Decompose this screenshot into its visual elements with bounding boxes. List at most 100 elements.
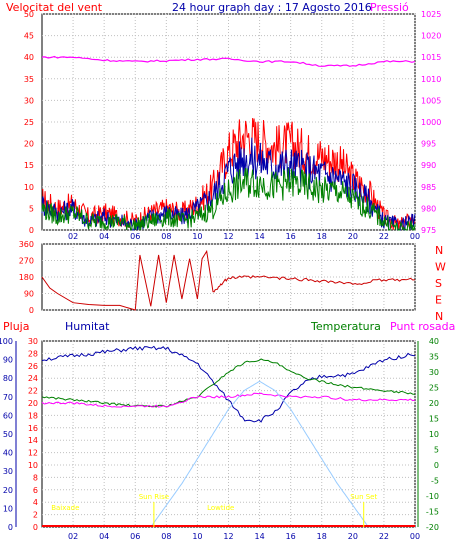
compass-label: W (435, 261, 446, 274)
wind-pressure-panel: 0510152025303540455097598098599099510001… (24, 10, 442, 241)
x-tick-label: 20 (348, 532, 358, 541)
humidity-tick-label: 30 (3, 467, 13, 476)
rain-tick-label: 30 (28, 337, 38, 346)
left-tick-label: 30 (24, 96, 34, 105)
temp-tick-label: 20 (429, 399, 439, 408)
annotation-label: Baixade (51, 504, 79, 512)
rain-tick-label: 20 (28, 399, 38, 408)
x-tick-label: 00 (410, 532, 420, 541)
panel-series (41, 55, 416, 231)
series-line-sky (150, 380, 369, 528)
right-tick-label: 1005 (421, 96, 441, 105)
direction-tick-label: 270 (19, 257, 34, 266)
left-tick-label: 0 (29, 226, 34, 235)
temp-tick-label: -15 (426, 508, 439, 517)
right-tick-label: 985 (421, 183, 436, 192)
x-tick-label: 06 (130, 232, 140, 241)
left-tick-label: 15 (24, 161, 34, 170)
temp-tick-label: 40 (429, 337, 439, 346)
x-tick-label: 04 (99, 532, 109, 541)
compass-label: N (435, 310, 443, 323)
right-tick-label: 1020 (421, 32, 441, 41)
left-tick-label: 40 (24, 53, 34, 62)
series-line-green (41, 358, 416, 408)
temp-tick-label: 35 (429, 353, 439, 362)
humidity-tick-label: 50 (3, 430, 13, 439)
left-tick-label: 10 (24, 183, 34, 192)
temp-tick-label: 30 (429, 368, 439, 377)
x-tick-label: 00 (410, 232, 420, 241)
x-tick-label: 14 (254, 232, 264, 241)
temperature-label: Temperatura (310, 320, 381, 333)
rain-tick-label: 8 (33, 473, 38, 482)
series-line-blue (41, 345, 416, 423)
temp-humidity-panel: 0102030405060708090100024681012141618202… (0, 337, 439, 541)
x-tick-label: 14 (254, 532, 264, 541)
panel-annotations: Baixade Sun Rise Lowtide Sun Set (51, 493, 377, 527)
x-tick-label: 02 (68, 532, 78, 541)
right-tick-label: 980 (421, 204, 436, 213)
rain-tick-label: 26 (28, 362, 38, 371)
rain-tick-label: 10 (28, 461, 38, 470)
x-tick-label: 08 (161, 232, 171, 241)
humidity-tick-label: 90 (3, 356, 13, 365)
x-tick-label: 02 (68, 232, 78, 241)
series-line-green (41, 167, 416, 231)
x-tick-label: 08 (161, 532, 171, 541)
direction-tick-label: 360 (19, 240, 34, 249)
temp-tick-label: 0 (434, 461, 439, 470)
direction-tick-label: 90 (24, 290, 34, 299)
humidity-tick-label: 60 (3, 411, 13, 420)
humidity-label: Humitat (65, 320, 110, 333)
panel-series (41, 249, 416, 311)
rain-tick-label: 14 (28, 436, 38, 445)
right-tick-label: 975 (421, 226, 436, 235)
panel-ticks: 0510152025303540455097598098599099510001… (24, 10, 442, 241)
left-tick-label: 20 (24, 140, 34, 149)
x-tick-label: 06 (130, 532, 140, 541)
rain-tick-label: 24 (28, 374, 38, 383)
temp-tick-label: -5 (431, 477, 439, 486)
x-tick-label: 22 (379, 232, 389, 241)
right-tick-label: 1010 (421, 75, 441, 84)
direction-tick-label: 0 (29, 306, 34, 315)
humidity-tick-label: 70 (3, 393, 13, 402)
rain-tick-label: 4 (33, 498, 38, 507)
rain-tick-label: 22 (28, 387, 38, 396)
panel-series (41, 345, 416, 528)
right-tick-label: 1025 (421, 10, 441, 19)
temp-tick-label: 15 (429, 415, 439, 424)
series-line-blue (41, 137, 416, 231)
series-line-magenta (41, 392, 416, 408)
temp-tick-label: -20 (426, 523, 439, 532)
x-tick-label: 22 (379, 532, 389, 541)
direction-tick-label: 180 (19, 273, 34, 282)
header-right-label: Pressió (370, 1, 409, 14)
right-tick-label: 990 (421, 161, 436, 170)
humidity-tick-label: 20 (3, 486, 13, 495)
humidity-tick-label: 10 (3, 504, 13, 513)
x-tick-label: 10 (192, 232, 202, 241)
x-tick-label: 12 (223, 232, 233, 241)
x-tick-label: 16 (286, 532, 296, 541)
humidity-tick-label: 100 (0, 337, 13, 346)
panel-ticks: 0102030405060708090100024681012141618202… (0, 337, 439, 541)
x-tick-label: 18 (317, 532, 327, 541)
x-tick-label: 12 (223, 532, 233, 541)
panel-grid (42, 243, 416, 311)
temp-tick-label: 5 (434, 446, 439, 455)
left-tick-label: 25 (24, 118, 34, 127)
x-tick-label: 18 (317, 232, 327, 241)
x-tick-label: 20 (348, 232, 358, 241)
header-center-title: 24 hour graph day : 17 Agosto 2016 (172, 1, 372, 14)
x-tick-label: 10 (192, 532, 202, 541)
rain-tick-label: 2 (33, 511, 38, 520)
rain-tick-label: 0 (33, 523, 38, 532)
header-left-label: Velocitat del vent (6, 1, 103, 14)
x-tick-label: 04 (99, 232, 109, 241)
temp-tick-label: 10 (429, 430, 439, 439)
left-tick-label: 45 (24, 32, 34, 41)
humidity-tick-label: 40 (3, 449, 13, 458)
dewpoint-label: Punt rosada (390, 320, 455, 333)
